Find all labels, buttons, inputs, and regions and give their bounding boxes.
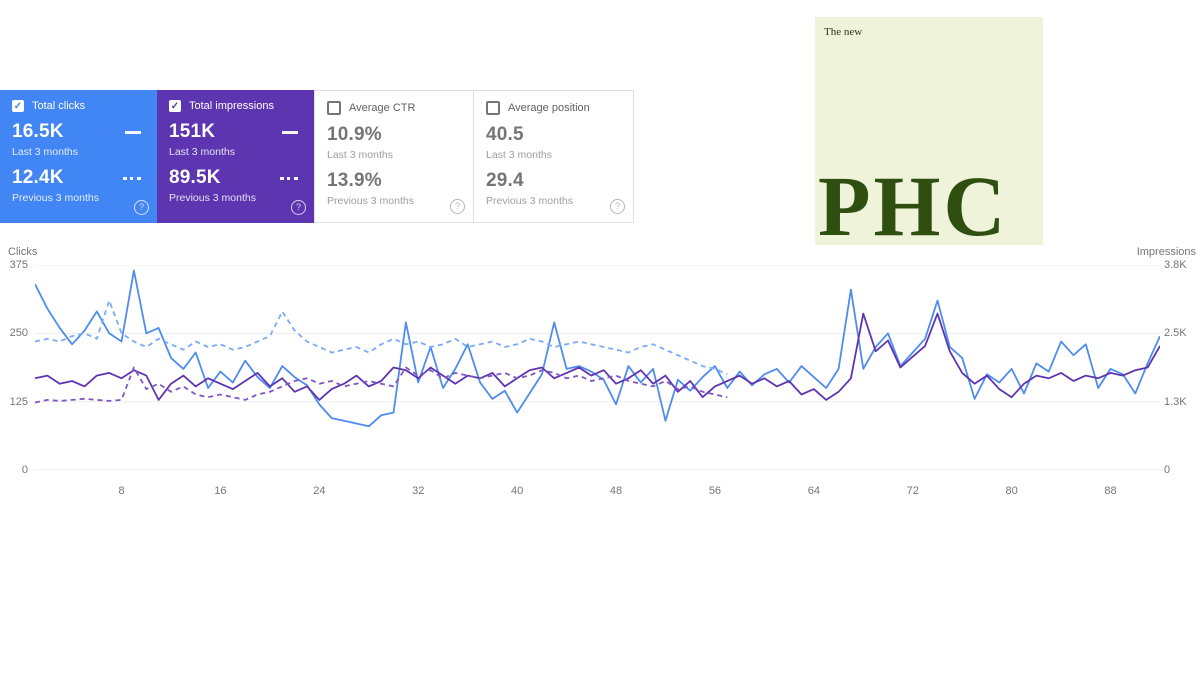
metric-cards: ✓ Total clicks 16.5K Last 3 months 12.4K… xyxy=(0,90,634,223)
previous-caption: Previous 3 months xyxy=(486,195,573,207)
x-axis-tick-label: 64 xyxy=(807,485,820,497)
dashed-line-legend-icon xyxy=(123,176,141,180)
x-axis-tick-label: 80 xyxy=(1005,485,1018,497)
previous-value: 29.4 xyxy=(486,170,524,191)
chart-series-line xyxy=(34,269,1161,428)
y-axis-tick-label: 0 xyxy=(21,464,28,476)
metric-card-label: Total impressions xyxy=(189,100,274,112)
current-value: 40.5 xyxy=(486,124,524,145)
y-axis-tick-label: 1.3K xyxy=(1164,395,1187,408)
y-axis-tick-label: 250 xyxy=(9,327,28,340)
x-axis-tick-label: 32 xyxy=(412,485,425,497)
current-caption: Last 3 months xyxy=(12,146,78,158)
y-axis-tick-label: 2.5K xyxy=(1164,327,1187,340)
left-axis-title: Clicks xyxy=(8,246,38,258)
average-ctr-checkbox-unchecked[interactable] xyxy=(327,101,341,115)
x-axis-tick-label: 8 xyxy=(118,485,125,497)
previous-caption: Previous 3 months xyxy=(327,195,414,207)
previous-caption: Previous 3 months xyxy=(12,192,99,204)
right-axis-title: Impressions xyxy=(1136,246,1196,258)
chart-series-line xyxy=(34,366,728,404)
help-icon[interactable]: ? xyxy=(291,200,306,215)
metric-card-label: Total clicks xyxy=(32,100,86,112)
solid-line-legend-icon xyxy=(282,130,298,134)
previous-value: 12.4K xyxy=(12,167,64,188)
y-axis-tick-label: 0 xyxy=(1164,464,1171,476)
performance-chart-svg xyxy=(34,264,1161,471)
x-axis-tick-label: 24 xyxy=(313,485,326,497)
current-caption: Last 3 months xyxy=(327,149,393,161)
phc-logo: The new PHC xyxy=(815,17,1043,249)
performance-chart: Clicks Impressions 0 125 250 375 0 1.3K 2.5K 3.… xyxy=(0,245,1200,515)
current-caption: Last 3 months xyxy=(486,149,552,161)
y-axis-tick-label: 3.8K xyxy=(1164,259,1187,271)
previous-caption: Previous 3 months xyxy=(169,192,256,204)
y-axis-tick-label: 375 xyxy=(9,259,28,271)
current-value: 16.5K xyxy=(12,121,64,142)
current-value: 151K xyxy=(169,121,216,142)
current-caption: Last 3 months xyxy=(169,146,235,158)
solid-line-legend-icon xyxy=(125,130,141,134)
metric-card-total-clicks[interactable]: ✓ Total clicks 16.5K Last 3 months 12.4K… xyxy=(0,90,157,223)
metric-card-label: Average position xyxy=(508,102,590,114)
x-axis-tick-label: 16 xyxy=(214,485,227,497)
chart-series-line xyxy=(34,299,728,376)
metric-card-label: Average CTR xyxy=(349,102,416,114)
logo-wordmark: PHC xyxy=(818,158,1009,254)
help-icon[interactable]: ? xyxy=(450,199,465,214)
x-axis-tick-label: 40 xyxy=(511,485,524,497)
logo-tagline: The new xyxy=(824,26,863,38)
total-clicks-checkbox-checked[interactable]: ✓ xyxy=(12,100,24,112)
dashed-line-legend-icon xyxy=(280,176,298,180)
metric-card-average-ctr[interactable]: Average CTR 10.9% Last 3 months 13.9% Pr… xyxy=(314,90,474,223)
x-axis-tick-label: 72 xyxy=(906,485,919,497)
help-icon[interactable]: ? xyxy=(610,199,625,214)
previous-value: 13.9% xyxy=(327,170,382,191)
x-axis-tick-label: 88 xyxy=(1104,485,1117,497)
chart-series-line xyxy=(34,312,1161,401)
x-axis-tick-label: 48 xyxy=(609,485,623,497)
average-position-checkbox-unchecked[interactable] xyxy=(486,101,500,115)
chart-plot-area[interactable] xyxy=(34,264,1161,471)
metric-card-average-position[interactable]: Average position 40.5 Last 3 months 29.4… xyxy=(474,90,634,223)
x-axis-tick-label: 56 xyxy=(708,485,722,497)
y-axis-tick-label: 125 xyxy=(9,395,28,408)
total-impressions-checkbox-checked[interactable]: ✓ xyxy=(169,100,181,112)
help-icon[interactable]: ? xyxy=(134,200,149,215)
metric-card-total-impressions[interactable]: ✓ Total impressions 151K Last 3 months 8… xyxy=(157,90,314,223)
current-value: 10.9% xyxy=(327,124,382,145)
previous-value: 89.5K xyxy=(169,167,221,188)
